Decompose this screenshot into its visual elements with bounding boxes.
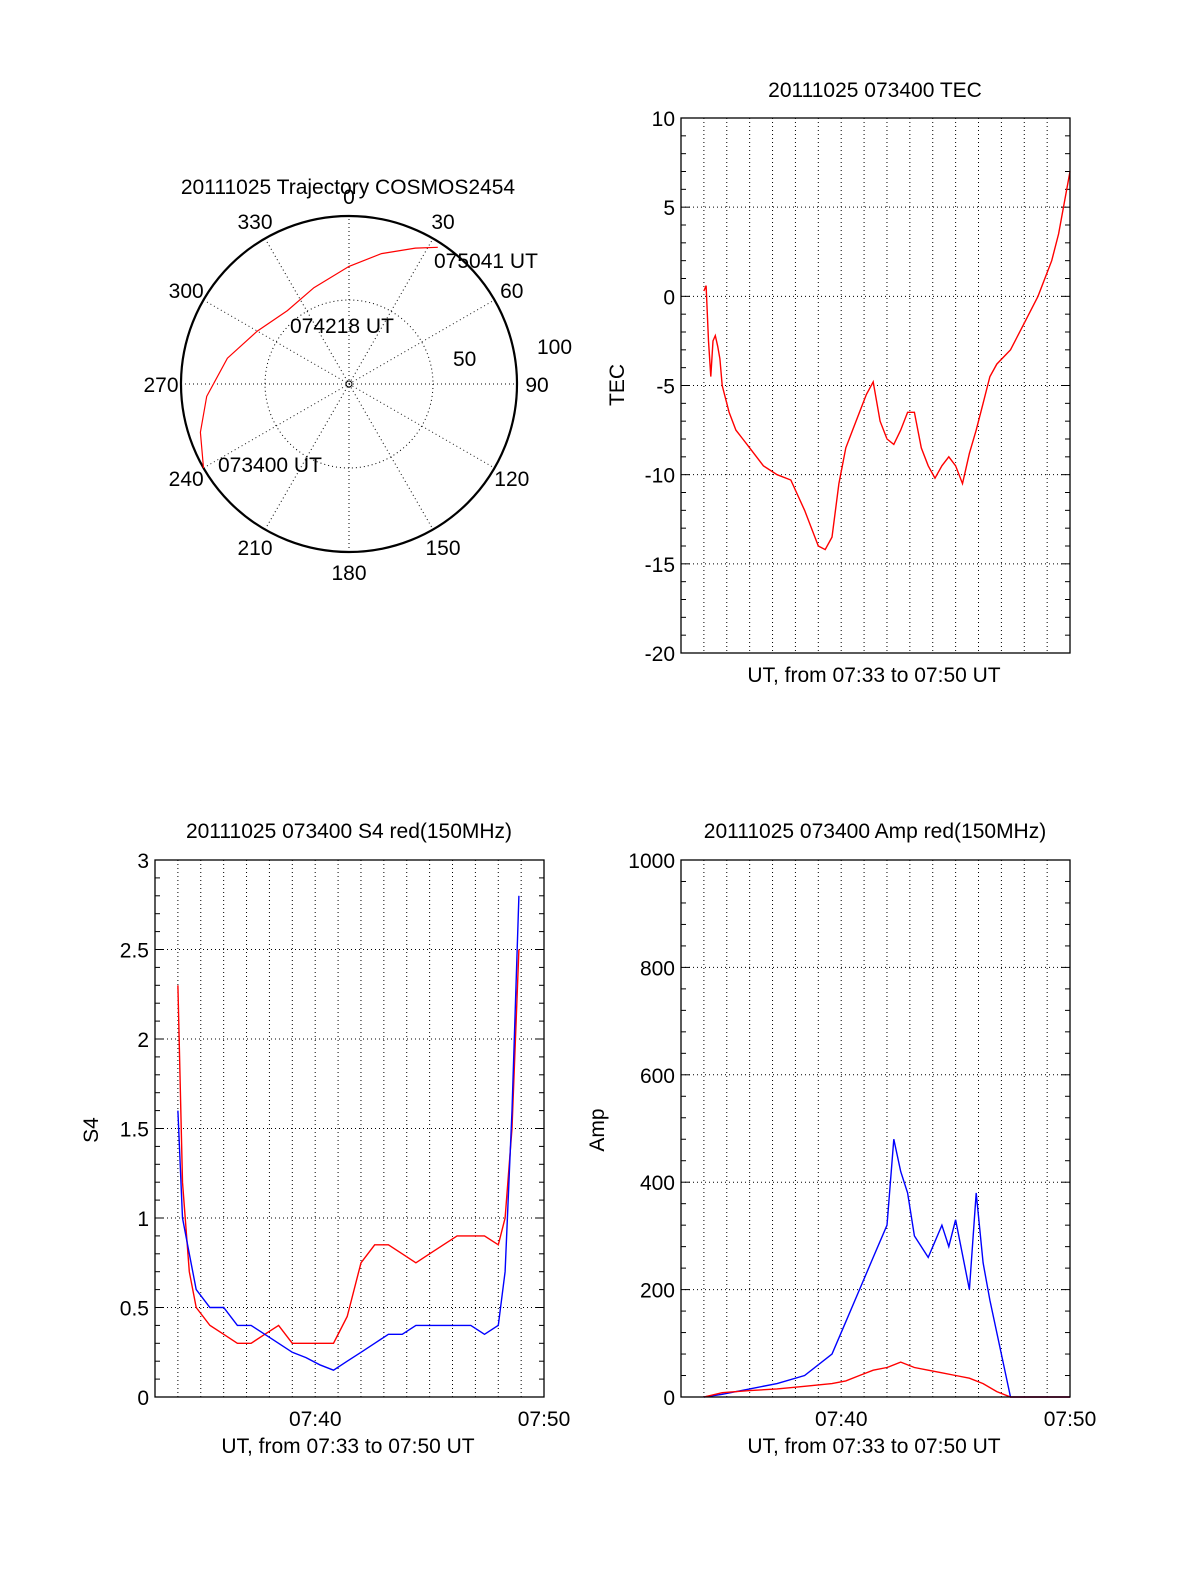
tec-ytick-label: -5 [656, 376, 675, 399]
tec-series-0 [703, 171, 1071, 551]
polar-azimuth-label: 150 [425, 537, 460, 560]
s4-ytick-label: 0.5 [120, 1298, 149, 1321]
s4-series-0 [177, 949, 520, 1344]
tec-ytick-label: -10 [645, 465, 675, 488]
amp-xtick-label: 07:50 [1044, 1408, 1097, 1431]
amp-series [703, 1139, 1070, 1398]
polar-radial-label-100: 100 [537, 336, 572, 359]
tec-ytick-label: 5 [663, 197, 675, 220]
tec-x-axis-label: UT, from 07:33 to 07:50 UT [747, 664, 1000, 687]
trajectory-panel: 20111025 Trajectory COSMOS2454 0 30 60 90 12… [143, 176, 572, 585]
s4-ytick-label: 2 [137, 1029, 149, 1052]
amp-axis-ticks: 1000 800 600 400 200 0 07:40 07:50 [628, 850, 1096, 1431]
amp-panel: 20111025 073400 Amp red(150MHz) 1000 800 6… [586, 820, 1096, 1458]
polar-spoke [264, 238, 434, 530]
s4-axis-ticks: 3 2.5 2 1.5 1 0.5 0 07:40 07:50 [120, 850, 570, 1431]
s4-xtick-label: 07:50 [518, 1408, 571, 1431]
amp-grid [681, 860, 1070, 1397]
polar-azimuth-label: 180 [331, 562, 366, 585]
polar-azimuth-label: 300 [169, 280, 204, 303]
polar-azimuth-label: 330 [237, 211, 272, 234]
polar-azimuth-label: 120 [494, 468, 529, 491]
tec-axis-ticks: 10 5 0 -5 -10 -15 -20 [645, 108, 1070, 666]
amp-ytick-label: 1000 [628, 850, 675, 873]
s4-ytick-label: 1 [137, 1208, 149, 1231]
polar-azimuth-label: 210 [237, 537, 272, 560]
tec-y-axis-label: TEC [606, 364, 629, 406]
tec-ytick-label: -20 [645, 643, 675, 666]
s4-xtick-label: 07:40 [289, 1408, 342, 1431]
s4-ytick-label: 3 [137, 850, 149, 873]
s4-ytick-label: 2.5 [120, 940, 149, 963]
tec-ytick-label: 10 [652, 108, 675, 131]
amp-title: 20111025 073400 Amp red(150MHz) [704, 820, 1046, 843]
s4-plot-frame [154, 859, 545, 1398]
amp-xtick-label: 07:40 [815, 1408, 868, 1431]
s4-grid [155, 860, 544, 1397]
polar-azimuth-label: 60 [500, 280, 523, 303]
amp-ytick-label: 600 [640, 1065, 675, 1088]
s4-title: 20111025 073400 S4 red(150MHz) [186, 820, 512, 843]
polar-azimuth-label: 270 [143, 374, 178, 397]
trajectory-annotation-start: 073400 UT [218, 454, 322, 477]
amp-ytick-label: 800 [640, 957, 675, 980]
amp-ytick-label: 0 [663, 1387, 675, 1410]
polar-grid [179, 214, 519, 554]
amp-series-1 [703, 1361, 1070, 1398]
s4-ytick-label: 1.5 [120, 1119, 149, 1142]
s4-series [177, 895, 520, 1371]
polar-azimuth-label: 90 [525, 374, 548, 397]
tec-ytick-label: -15 [645, 554, 675, 577]
polar-azimuth-label: 30 [431, 211, 454, 234]
polar-azimuth-labels: 0 30 60 90 120 150 180 210 240 270 300 330 [143, 186, 548, 585]
trajectory-title: 20111025 Trajectory COSMOS2454 [181, 176, 516, 199]
s4-x-axis-label: UT, from 07:33 to 07:50 UT [221, 1435, 474, 1458]
amp-plot-frame [680, 859, 1071, 1398]
tec-ytick-label: 0 [663, 286, 675, 309]
s4-y-axis-label: S4 [80, 1117, 103, 1143]
tec-series [703, 171, 1071, 551]
amp-ytick-label: 200 [640, 1280, 675, 1303]
trajectory-annotation-end: 075041 UT [434, 250, 538, 273]
amp-x-axis-label: UT, from 07:33 to 07:50 UT [747, 1435, 1000, 1458]
trajectory-track [199, 246, 438, 469]
amp-series-0 [703, 1139, 1070, 1398]
trajectory-annotation-mid: 074218 UT [290, 315, 394, 338]
tec-grid [681, 118, 1070, 653]
polar-azimuth-label: 0 [343, 186, 355, 209]
polar-azimuth-label: 240 [169, 468, 204, 491]
amp-ytick-label: 400 [640, 1172, 675, 1195]
polar-radial-label-50: 50 [453, 348, 476, 371]
tec-title: 20111025 073400 TEC [768, 79, 982, 102]
tec-plot-frame [680, 117, 1071, 654]
s4-series-1 [177, 895, 520, 1371]
s4-ytick-label: 0 [137, 1387, 149, 1410]
s4-panel: 20111025 073400 S4 red(150MHz) 3 2.5 2 1.5 1… [80, 820, 570, 1458]
amp-y-axis-label: Amp [586, 1108, 609, 1151]
